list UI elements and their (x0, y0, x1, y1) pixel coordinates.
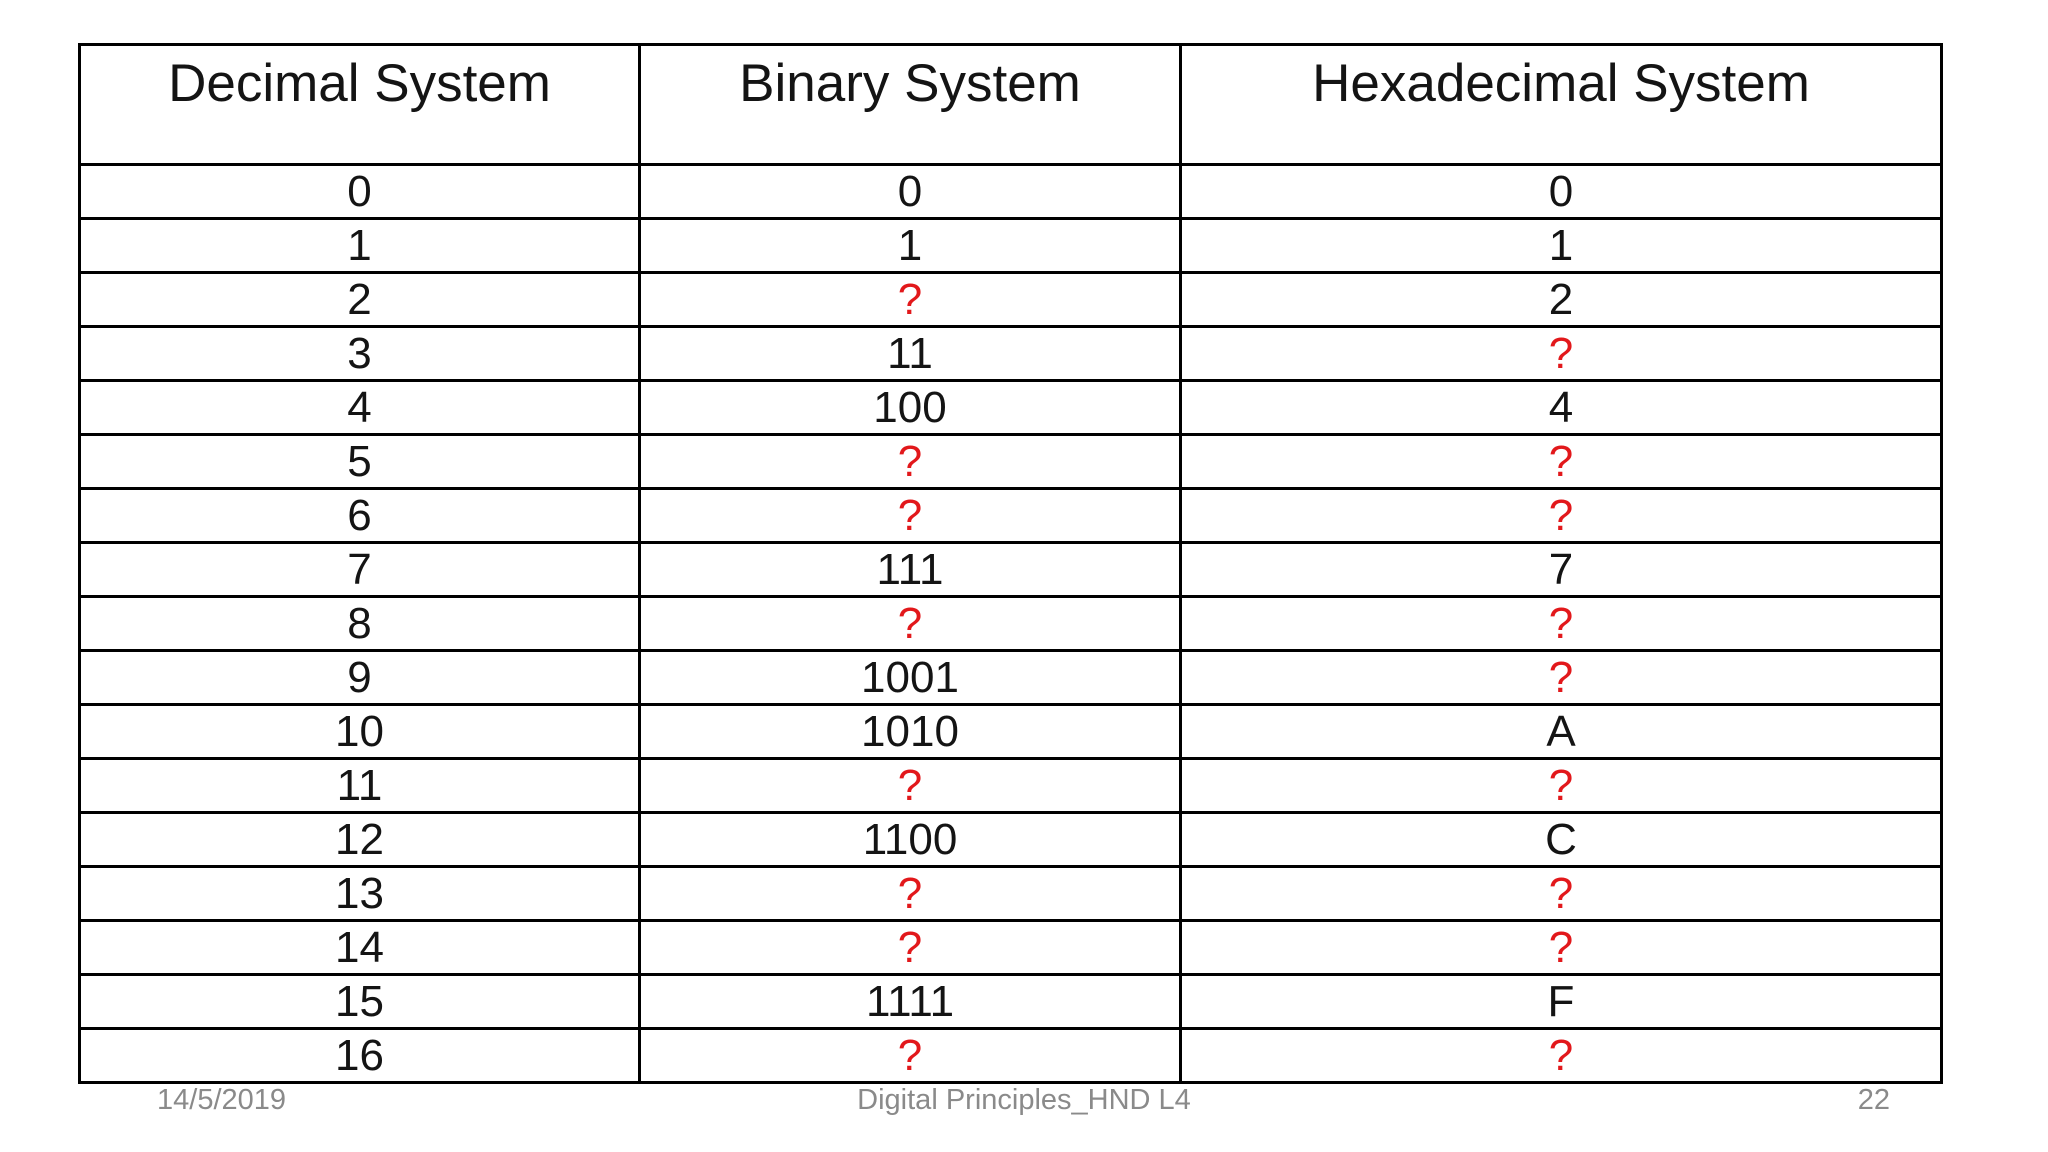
hex-cell: F (1179, 973, 1943, 1030)
binary-cell: 100 (638, 379, 1182, 436)
decimal-cell: 11 (78, 757, 641, 814)
hex-cell: ? (1179, 1027, 1943, 1084)
number-systems-table: Decimal System Binary System Hexadecimal… (78, 43, 1943, 1084)
binary-cell: ? (638, 919, 1182, 976)
table-row: 7 111 7 (78, 541, 1943, 598)
table-row: 11?? (78, 757, 1943, 814)
header-row: Decimal System Binary System Hexadecimal… (78, 43, 1943, 166)
hex-cell: ? (1179, 595, 1943, 652)
decimal-cell: 6 (78, 487, 641, 544)
hex-cell: C (1179, 811, 1943, 868)
binary-cell: 1010 (638, 703, 1182, 760)
decimal-cell: 13 (78, 865, 641, 922)
decimal-cell: 7 (78, 541, 641, 598)
binary-cell: 1100 (638, 811, 1182, 868)
footer-page-number: 22 (1857, 1084, 1890, 1116)
hex-cell: 2 (1179, 271, 1943, 328)
decimal-cell: 16 (78, 1027, 641, 1084)
binary-cell: 11 (638, 325, 1182, 382)
table-row: 10 1010 A (78, 703, 1943, 760)
binary-cell: 1 (638, 217, 1182, 274)
table-row: 12 1100 C (78, 811, 1943, 868)
hex-cell: ? (1179, 487, 1943, 544)
table-row: 6?? (78, 487, 1943, 544)
table-row: 8?? (78, 595, 1943, 652)
decimal-cell: 3 (78, 325, 641, 382)
decimal-cell: 8 (78, 595, 641, 652)
header-decimal-system: Decimal System (78, 43, 641, 166)
hex-cell: ? (1179, 649, 1943, 706)
table-row: 4 100 4 (78, 379, 1943, 436)
header-hexadecimal-system: Hexadecimal System (1179, 43, 1943, 166)
binary-cell: 1111 (638, 973, 1182, 1030)
hex-cell: ? (1179, 757, 1943, 814)
decimal-cell: 12 (78, 811, 641, 868)
binary-cell: ? (638, 433, 1182, 490)
binary-cell: ? (638, 1027, 1182, 1084)
binary-cell: ? (638, 865, 1182, 922)
hex-cell: 7 (1179, 541, 1943, 598)
table-row: 3 11? (78, 325, 1943, 382)
binary-cell: 0 (638, 163, 1182, 220)
binary-cell: ? (638, 487, 1182, 544)
decimal-cell: 14 (78, 919, 641, 976)
table-row: 13?? (78, 865, 1943, 922)
hex-cell: A (1179, 703, 1943, 760)
decimal-cell: 9 (78, 649, 641, 706)
header-binary-system: Binary System (638, 43, 1182, 166)
decimal-cell: 1 (78, 217, 641, 274)
decimal-cell: 15 (78, 973, 641, 1030)
hex-cell: 1 (1179, 217, 1943, 274)
decimal-cell: 5 (78, 433, 641, 490)
binary-cell: ? (638, 757, 1182, 814)
table-row: 15 1111 F (78, 973, 1943, 1030)
hex-cell: ? (1179, 433, 1943, 490)
table-row: 16?? (78, 1027, 1943, 1084)
decimal-cell: 0 (78, 163, 641, 220)
decimal-cell: 2 (78, 271, 641, 328)
decimal-cell: 4 (78, 379, 641, 436)
table-body: 0 0 0 1 1 1 2? 2 3 11? 4 100 4 5?? 6?? 7 111 7 8?? 9 1001? 10… (78, 163, 1943, 1084)
hex-cell: ? (1179, 919, 1943, 976)
hex-cell: 4 (1179, 379, 1943, 436)
table-row: 5?? (78, 433, 1943, 490)
decimal-cell: 10 (78, 703, 641, 760)
binary-cell: 1001 (638, 649, 1182, 706)
footer-date: 14/5/2019 (157, 1084, 287, 1116)
hex-cell: ? (1179, 325, 1943, 382)
hex-cell: 0 (1179, 163, 1943, 220)
table-row: 9 1001? (78, 649, 1943, 706)
footer-title: Digital Principles_HND L4 (857, 1084, 1191, 1116)
binary-cell: ? (638, 271, 1182, 328)
hex-cell: ? (1179, 865, 1943, 922)
table-row: 2? 2 (78, 271, 1943, 328)
table-row: 14?? (78, 919, 1943, 976)
binary-cell: 111 (638, 541, 1182, 598)
binary-cell: ? (638, 595, 1182, 652)
